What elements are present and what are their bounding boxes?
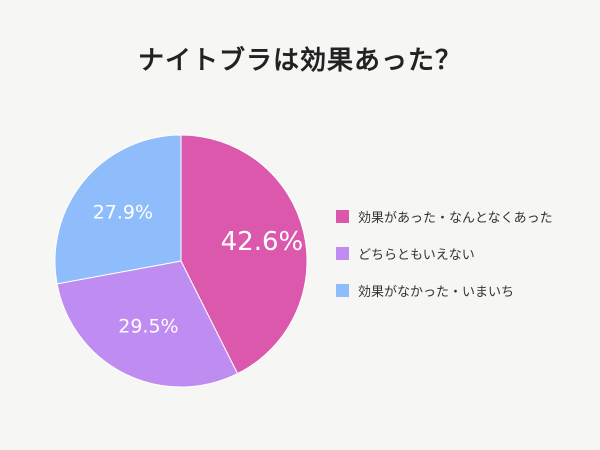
legend-item-not-effective: 効果がなかった・いまいち [336, 280, 553, 300]
legend-label-neutral: どちらともいえない [358, 247, 475, 263]
pie-label-neutral: 29.5% [118, 315, 178, 337]
legend-swatch-not-effective [336, 283, 349, 297]
pie-slices [54, 134, 308, 388]
legend-item-neutral: どちらともいえない [336, 243, 553, 263]
pie-slice-effective [180, 134, 308, 375]
chart-title: ナイトブラは効果あった？ [137, 46, 462, 76]
pie-slice-neutral [56, 260, 239, 388]
legend-item-effective: 効果があった・なんとなくあった [336, 206, 553, 226]
pie-label-effective: 42.6% [221, 227, 304, 257]
pie-slice-not-effective [54, 134, 182, 285]
legend-label-effective: 効果があった・なんとなくあった [358, 210, 553, 226]
pie-value-labels: 42.6% 29.5% 27.9% [93, 202, 304, 338]
legend: 効果があった・なんとなくあった どちらともいえない 効果がなかった・いまいち [336, 206, 553, 317]
legend-swatch-effective [336, 209, 349, 223]
legend-label-not-effective: 効果がなかった・いまいち [358, 284, 515, 300]
pie-label-not-effective: 27.9% [93, 202, 153, 224]
legend-swatch-neutral [336, 246, 349, 260]
